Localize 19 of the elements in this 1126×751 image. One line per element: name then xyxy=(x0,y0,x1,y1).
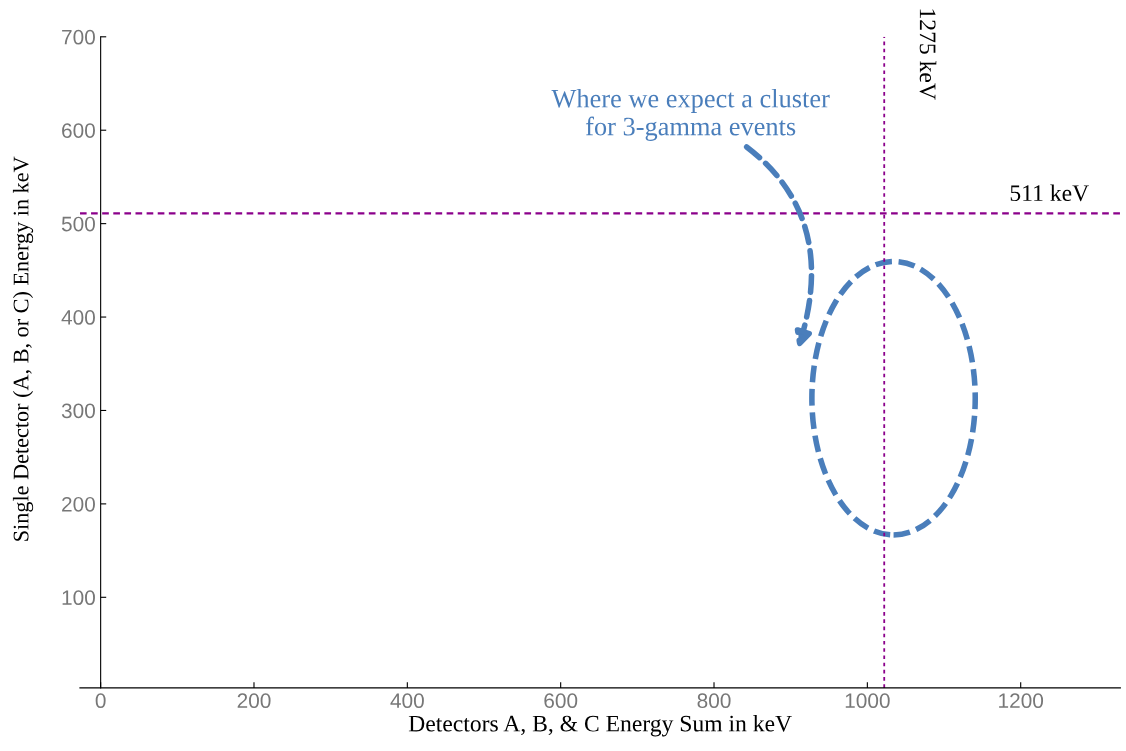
x-tick-label: 800 xyxy=(697,693,731,709)
x-tick-label: 400 xyxy=(390,693,424,709)
ref-line-label: 511 keV xyxy=(1010,184,1089,202)
x-axis-title: Detectors A, B, & C Energy Sum in keV xyxy=(408,714,792,737)
x-tick-label: 1000 xyxy=(845,693,890,709)
annotation: Where we expect a cluster for 3-gamma events xyxy=(551,88,830,141)
x-tick-label: 1200 xyxy=(999,693,1044,709)
y-tick-label: 200 xyxy=(62,496,95,512)
x-tick-label: 0 xyxy=(95,693,106,709)
y-tick-label: 300 xyxy=(61,403,95,419)
x-tick-label: 600 xyxy=(544,693,578,709)
y-tick-label: 400 xyxy=(61,310,95,325)
x-tick-label: 200 xyxy=(237,693,271,709)
y-tick-label: 100 xyxy=(62,590,95,606)
y-tick-label: 500 xyxy=(61,216,95,232)
y-tick-label: 600 xyxy=(62,123,95,138)
y-axis-title: Single Detector (A, B, or C) Energy in keV xyxy=(12,156,34,541)
ref-line-label: 1275 keV xyxy=(919,9,937,100)
y-tick-label: 700 xyxy=(62,29,95,45)
